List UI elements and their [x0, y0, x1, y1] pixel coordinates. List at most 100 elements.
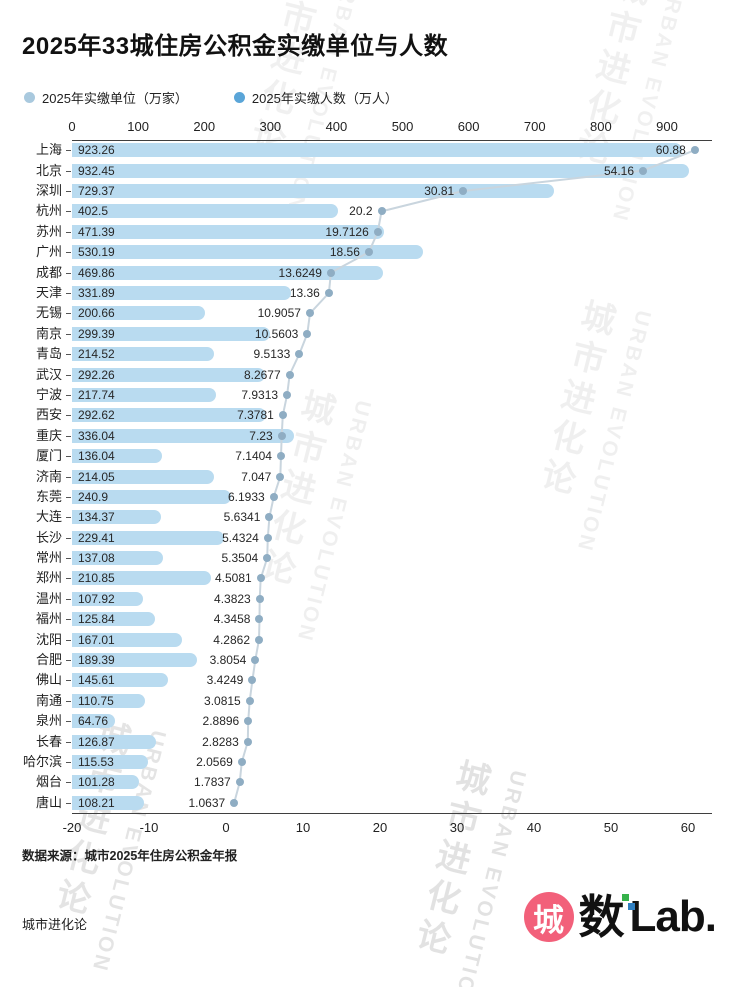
units-dot [265, 513, 274, 522]
people-value-label: 110.75 [78, 693, 114, 708]
category-label: 温州 [35, 590, 62, 606]
people-bar [72, 489, 232, 504]
category-label: 沈阳 [35, 631, 62, 647]
units-value-label: 7.3781 [237, 408, 274, 423]
top-axis-tick-label: 700 [523, 119, 546, 134]
people-bar [72, 408, 266, 423]
category-label: 济南 [35, 468, 62, 484]
people-value-label: 210.85 [78, 571, 115, 586]
category-label: 长沙 [35, 529, 62, 545]
people-bar [72, 591, 144, 606]
people-bar [72, 449, 162, 464]
units-dot [324, 288, 333, 297]
units-dot [248, 676, 257, 685]
category-label: 南通 [35, 692, 62, 708]
people-value-label: 145.61 [78, 673, 115, 688]
row-tick [66, 150, 71, 152]
chart-title: 2025年33城住房公积金实缴单位与人数 [22, 33, 449, 60]
bottom-axis-tick-label: 0 [222, 820, 230, 835]
row-tick [66, 680, 71, 682]
top-axis-tick-label: 900 [656, 119, 678, 134]
units-value-label: 9.5133 [253, 347, 291, 362]
people-value-label: 471.39 [78, 224, 115, 239]
units-value-label: 19.7126 [325, 224, 369, 239]
people-legend-label: 2025年实缴人数（万人） [251, 91, 398, 106]
brand-logo: 城 数 Lab. [523, 892, 717, 942]
people-bar [72, 795, 144, 810]
people-bar [72, 734, 156, 749]
units-value-label: 30.81 [424, 183, 455, 198]
row-tick [66, 313, 71, 315]
units-value-label: 10.9057 [257, 306, 301, 321]
units-dot [690, 146, 699, 155]
units-dot [255, 635, 263, 644]
row-tick [66, 231, 71, 233]
people-value-label: 331.89 [78, 285, 115, 300]
people-value-label: 134.37 [78, 510, 115, 525]
row-tick [66, 639, 71, 641]
people-legend-swatch-icon [233, 92, 245, 103]
people-value-label: 729.37 [78, 183, 115, 198]
people-bar [72, 755, 149, 769]
people-bar [72, 673, 169, 688]
logo-char-shu: 数 [579, 892, 635, 942]
people-value-label: 292.62 [78, 408, 115, 423]
chart-legend: 2025年实缴单位（万家） 2025年实缴人数（万人） [24, 88, 398, 107]
units-dot [237, 758, 246, 766]
category-label: 重庆 [35, 427, 62, 443]
units-value-label: 7.1404 [235, 449, 272, 464]
category-label: 厦门 [35, 448, 62, 464]
units-value-label: 2.8283 [202, 734, 239, 749]
row-tick [66, 660, 71, 662]
units-dot [269, 492, 278, 501]
row-tick [66, 782, 71, 784]
people-bar [72, 714, 115, 729]
category-label: 青岛 [35, 346, 62, 362]
people-bar [72, 204, 339, 219]
category-label: 烟台 [35, 774, 62, 790]
units-value-label: 3.4249 [206, 673, 244, 688]
units-value-label: 13.36 [289, 285, 320, 300]
people-value-label: 217.74 [78, 387, 115, 402]
units-value-label: 54.16 [604, 163, 635, 178]
category-label: 无锡 [35, 305, 62, 321]
category-label: 大连 [35, 509, 62, 525]
people-bar [72, 571, 212, 586]
people-bar [72, 632, 183, 647]
logo-pixel-green [621, 894, 629, 901]
units-value-label: 5.3504 [221, 551, 259, 566]
row-tick [66, 762, 71, 763]
people-value-label: 108.21 [78, 795, 115, 810]
row-tick [66, 456, 71, 458]
category-label: 天津 [35, 284, 62, 300]
units-value-label: 18.56 [329, 245, 360, 260]
logo-pixel-blue [627, 903, 635, 910]
top-axis-tick-label: 0 [68, 119, 76, 134]
people-value-label: 923.26 [78, 143, 115, 158]
people-value-label: 469.86 [78, 265, 115, 280]
bottom-axis-tick-label: 50 [603, 820, 619, 835]
people-value-label: 932.45 [78, 163, 115, 178]
row-tick [66, 292, 71, 294]
bottom-axis-tick-label: -10 [139, 820, 159, 835]
units-value-label: 2.0569 [196, 755, 233, 769]
people-bar [72, 347, 214, 362]
bottom-axis-tick-label: -20 [62, 820, 82, 835]
units-dot [276, 472, 285, 481]
people-value-label: 115.53 [78, 755, 114, 769]
units-value-label: 8.2677 [243, 367, 281, 382]
row-tick [66, 211, 71, 213]
row-tick [66, 374, 71, 376]
people-bar [72, 510, 161, 525]
people-bar [72, 653, 198, 668]
row-tick [66, 598, 71, 600]
people-value-label: 125.84 [78, 612, 115, 627]
category-label: 唐山 [35, 794, 62, 810]
row-tick [66, 578, 71, 580]
units-value-label: 10.5603 [254, 326, 299, 341]
people-value-label: 189.39 [78, 653, 115, 668]
people-value-label: 292.26 [78, 367, 115, 382]
people-bar [72, 469, 214, 484]
